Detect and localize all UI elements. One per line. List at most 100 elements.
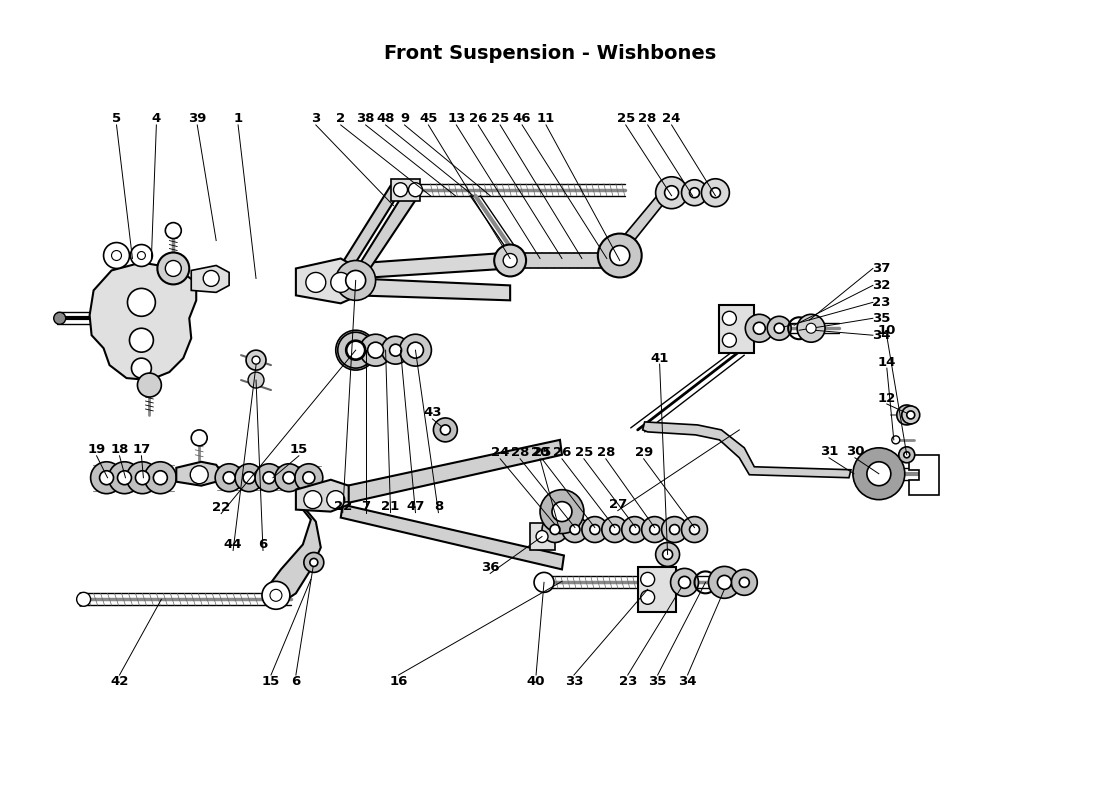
Circle shape bbox=[295, 464, 322, 492]
Circle shape bbox=[263, 472, 275, 484]
Polygon shape bbox=[359, 186, 418, 270]
Circle shape bbox=[132, 358, 152, 378]
Circle shape bbox=[754, 322, 766, 334]
Text: 29: 29 bbox=[635, 446, 652, 459]
Circle shape bbox=[408, 182, 422, 197]
Circle shape bbox=[153, 470, 167, 485]
Polygon shape bbox=[355, 278, 510, 300]
Circle shape bbox=[235, 464, 263, 492]
Circle shape bbox=[852, 448, 905, 500]
Text: 35: 35 bbox=[871, 312, 890, 325]
Text: 3: 3 bbox=[311, 113, 320, 126]
Text: 39: 39 bbox=[188, 113, 207, 126]
Text: 46: 46 bbox=[513, 113, 531, 126]
Circle shape bbox=[327, 490, 344, 509]
Text: 19: 19 bbox=[88, 443, 106, 456]
Text: 21: 21 bbox=[382, 500, 399, 513]
Circle shape bbox=[252, 356, 260, 364]
Circle shape bbox=[723, 334, 736, 347]
Text: 22: 22 bbox=[333, 500, 352, 513]
Circle shape bbox=[904, 452, 910, 458]
Polygon shape bbox=[266, 505, 321, 603]
Text: 33: 33 bbox=[564, 674, 583, 687]
Polygon shape bbox=[176, 462, 221, 486]
Bar bbox=[719, 306, 755, 353]
Circle shape bbox=[798, 314, 825, 342]
Circle shape bbox=[552, 502, 572, 522]
Circle shape bbox=[641, 517, 668, 542]
Circle shape bbox=[304, 553, 323, 572]
Circle shape bbox=[255, 464, 283, 492]
Text: 2: 2 bbox=[337, 113, 345, 126]
Circle shape bbox=[336, 330, 375, 370]
Circle shape bbox=[597, 234, 641, 278]
Text: 32: 32 bbox=[871, 279, 890, 292]
Circle shape bbox=[661, 517, 688, 542]
Bar bbox=[530, 522, 556, 550]
Text: 48: 48 bbox=[376, 113, 395, 126]
Circle shape bbox=[640, 590, 654, 604]
Circle shape bbox=[310, 558, 318, 566]
Text: 42: 42 bbox=[110, 674, 129, 687]
Circle shape bbox=[690, 525, 700, 534]
Circle shape bbox=[138, 251, 145, 259]
Text: 8: 8 bbox=[433, 500, 443, 513]
Circle shape bbox=[582, 517, 608, 542]
Text: 40: 40 bbox=[527, 674, 546, 687]
Text: 23: 23 bbox=[618, 674, 637, 687]
Circle shape bbox=[77, 592, 90, 606]
Text: 47: 47 bbox=[406, 500, 425, 513]
Circle shape bbox=[275, 464, 302, 492]
Circle shape bbox=[656, 542, 680, 566]
Circle shape bbox=[609, 525, 619, 534]
Circle shape bbox=[739, 578, 749, 587]
Text: 41: 41 bbox=[650, 352, 669, 365]
Text: 44: 44 bbox=[224, 538, 242, 551]
Circle shape bbox=[682, 180, 707, 206]
Circle shape bbox=[609, 246, 629, 266]
Text: 6: 6 bbox=[258, 538, 267, 551]
Circle shape bbox=[690, 188, 700, 198]
Circle shape bbox=[165, 261, 182, 277]
Text: 10: 10 bbox=[878, 324, 896, 337]
Bar bbox=[390, 178, 420, 201]
Circle shape bbox=[90, 462, 122, 494]
Circle shape bbox=[746, 314, 773, 342]
Circle shape bbox=[336, 261, 375, 300]
Circle shape bbox=[216, 464, 243, 492]
Text: 15: 15 bbox=[289, 443, 308, 456]
Circle shape bbox=[131, 245, 153, 266]
Circle shape bbox=[118, 470, 132, 485]
Circle shape bbox=[135, 470, 150, 485]
Circle shape bbox=[903, 411, 911, 419]
Text: 37: 37 bbox=[871, 262, 890, 275]
Text: Front Suspension - Wishbones: Front Suspension - Wishbones bbox=[384, 44, 716, 62]
Circle shape bbox=[867, 462, 891, 486]
Text: 35: 35 bbox=[648, 674, 667, 687]
Circle shape bbox=[111, 250, 121, 261]
Circle shape bbox=[723, 311, 736, 326]
Text: 6: 6 bbox=[292, 674, 300, 687]
Text: 26: 26 bbox=[553, 446, 571, 459]
Circle shape bbox=[190, 466, 208, 484]
Polygon shape bbox=[619, 193, 668, 249]
Text: 34: 34 bbox=[871, 329, 890, 342]
Text: 7: 7 bbox=[361, 500, 371, 513]
Circle shape bbox=[100, 470, 113, 485]
Text: 28: 28 bbox=[596, 446, 615, 459]
Text: 27: 27 bbox=[608, 498, 627, 511]
Circle shape bbox=[126, 462, 158, 494]
Circle shape bbox=[896, 405, 916, 425]
Circle shape bbox=[670, 525, 680, 534]
Circle shape bbox=[656, 177, 688, 209]
Circle shape bbox=[283, 472, 295, 484]
Text: 24: 24 bbox=[662, 113, 681, 126]
Circle shape bbox=[671, 569, 698, 596]
Polygon shape bbox=[191, 266, 229, 292]
Circle shape bbox=[640, 572, 654, 586]
Circle shape bbox=[407, 342, 424, 358]
Circle shape bbox=[270, 590, 282, 602]
Circle shape bbox=[902, 406, 920, 424]
Circle shape bbox=[570, 525, 580, 534]
Circle shape bbox=[440, 425, 450, 435]
